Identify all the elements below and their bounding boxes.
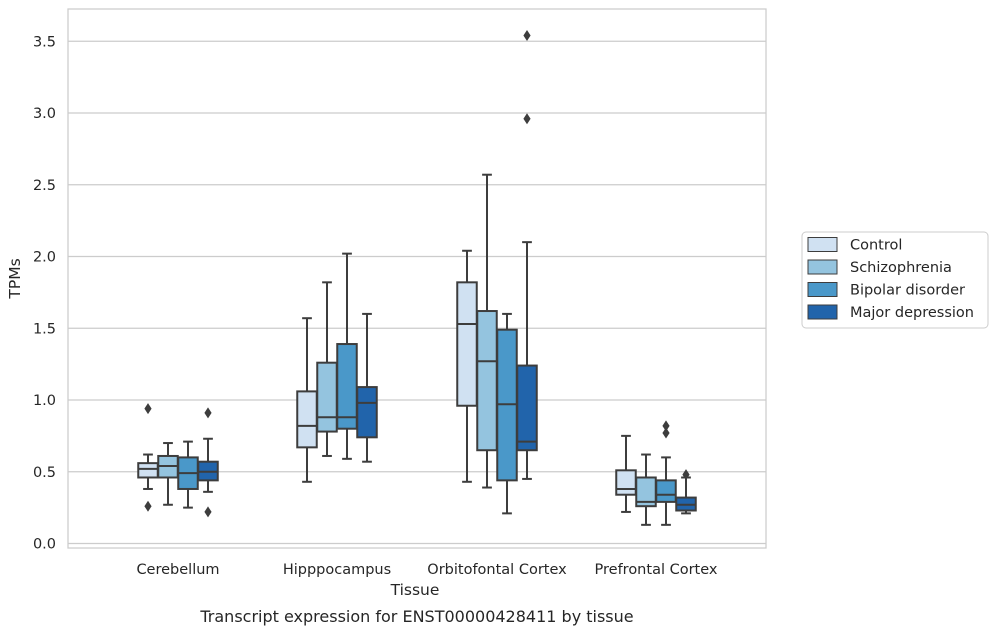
y-tick-label: 2.5	[33, 178, 56, 194]
x-axis-label: Tissue	[390, 581, 440, 599]
box-iqr	[296, 390, 318, 449]
box-control-prefrontal-cortex	[615, 434, 637, 513]
box-bipolar-disorder-orbitofontal-cortex	[496, 312, 518, 515]
box-iqr	[655, 479, 677, 503]
chart-caption: Transcript expression for ENST0000042841…	[199, 607, 633, 626]
outlier-point	[662, 427, 670, 439]
box-bipolar-disorder-prefrontal-cortex	[655, 420, 677, 526]
legend-swatch	[807, 259, 838, 275]
outlier-point	[523, 30, 531, 42]
box-iqr	[336, 343, 358, 430]
x-tick-label: Orbitofontal Cortex	[427, 562, 567, 578]
outlier-point	[144, 500, 152, 512]
legend-label: Control	[850, 238, 902, 254]
y-tick-label: 0.5	[33, 465, 56, 481]
outlier-point	[523, 113, 531, 125]
box-iqr	[356, 386, 378, 439]
y-tick-label: 1.5	[33, 321, 56, 337]
box-control-hipppocampus	[296, 317, 318, 483]
legend-label: Schizophrenia	[850, 260, 952, 276]
box-iqr	[316, 361, 338, 433]
y-tick-label: 3.0	[33, 106, 56, 122]
box-schizophrenia-orbitofontal-cortex	[476, 173, 498, 489]
outlier-point	[204, 506, 212, 518]
box-control-cerebellum	[137, 403, 159, 512]
outlier-point	[682, 469, 690, 481]
legend-swatch	[807, 304, 838, 320]
box-schizophrenia-hipppocampus	[316, 281, 338, 457]
box-major-depression-hipppocampus	[356, 312, 378, 463]
box-major-depression-prefrontal-cortex	[675, 469, 697, 515]
box-iqr	[615, 469, 637, 496]
y-axis-label: TPMs	[6, 258, 24, 299]
box-schizophrenia-cerebellum	[157, 442, 179, 506]
x-tick-label: Cerebellum	[136, 562, 219, 578]
box-control-orbitofontal-cortex	[456, 249, 478, 483]
box-major-depression-cerebellum	[197, 407, 219, 518]
outlier-point	[144, 403, 152, 415]
x-tick-labels: Cerebellum Hipppocampus Orbitofontal Corte…	[136, 562, 717, 578]
outlier-point	[204, 407, 212, 419]
box-iqr	[476, 310, 498, 452]
legend-label: Major depression	[850, 305, 974, 321]
box-iqr	[456, 281, 478, 407]
y-tick-label: 0.0	[33, 537, 56, 553]
box-iqr	[516, 364, 538, 452]
y-tick-labels: 0.0 0.5 1.0 1.5 2.0 2.5 3.0 3.5	[33, 34, 56, 552]
boxes	[137, 30, 697, 526]
x-tick-label: Hipppocampus	[283, 562, 391, 578]
y-tick-label: 3.5	[33, 34, 56, 50]
box-major-depression-orbitofontal-cortex	[516, 30, 538, 480]
outlier-point	[662, 420, 670, 432]
legend-swatch	[807, 237, 838, 252]
legend-frame	[801, 231, 989, 329]
y-tick-label: 2.0	[33, 250, 56, 266]
legend-label: Bipolar disorder	[850, 283, 965, 299]
x-tick-label: Prefrontal Cortex	[595, 562, 718, 578]
legend: Control Schizophrenia Bipolar disorder Majo…	[801, 231, 989, 329]
legend-swatch	[807, 282, 838, 297]
box-bipolar-disorder-cerebellum	[177, 440, 199, 509]
box-bipolar-disorder-hipppocampus	[336, 252, 358, 460]
plot-area-frame	[67, 8, 767, 549]
box-schizophrenia-prefrontal-cortex	[635, 453, 657, 526]
box-iqr	[137, 462, 159, 479]
y-tick-label: 1.0	[33, 393, 56, 409]
